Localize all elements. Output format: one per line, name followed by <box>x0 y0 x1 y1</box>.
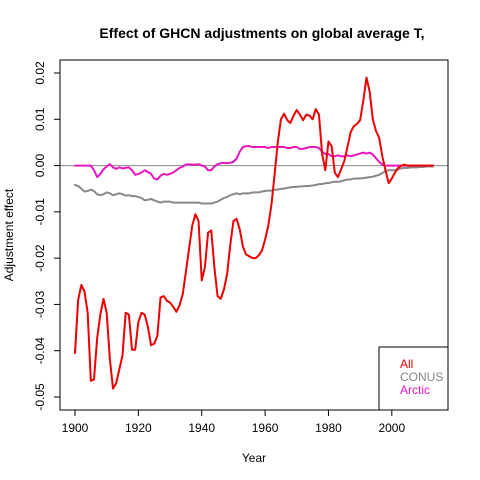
y-axis-label: Adjustment effect <box>2 188 16 281</box>
x-tick-label: 1960 <box>252 421 279 435</box>
y-tick-label: -0.04 <box>33 337 47 365</box>
y-tick-label: -0.01 <box>33 198 47 226</box>
x-axis: 1900 1920 1940 1960 1980 2000 <box>62 409 405 435</box>
chart-title: Effect of GHCN adjustments on global ave… <box>99 25 424 41</box>
x-tick-label: 1920 <box>125 421 152 435</box>
y-axis: -0.05 -0.04 -0.03 -0.02 -0.01 0.00 0.01 0.02 <box>33 61 61 411</box>
plot-area <box>60 76 448 390</box>
legend-entry-arctic: Arctic <box>400 383 430 397</box>
x-tick-label: 1980 <box>315 421 342 435</box>
x-tick-label: 1900 <box>62 421 89 435</box>
y-tick-label: 0.02 <box>33 61 47 85</box>
y-tick-label: -0.05 <box>33 383 47 411</box>
y-tick-label: 0.00 <box>33 154 47 178</box>
legend-entry-conus: CONUS <box>400 370 443 384</box>
series-line-conus <box>74 165 434 205</box>
legend-entry-all: All <box>400 357 413 371</box>
series-line-all <box>74 76 434 390</box>
legend-box <box>378 346 449 411</box>
y-tick-label: -0.03 <box>33 290 47 318</box>
x-tick-label: 2000 <box>378 421 405 435</box>
series-line-arctic <box>74 145 434 181</box>
x-tick-label: 1940 <box>188 421 215 435</box>
y-tick-label: 0.01 <box>33 107 47 131</box>
y-tick-label: -0.02 <box>33 244 47 272</box>
x-axis-label: Year <box>242 451 266 465</box>
